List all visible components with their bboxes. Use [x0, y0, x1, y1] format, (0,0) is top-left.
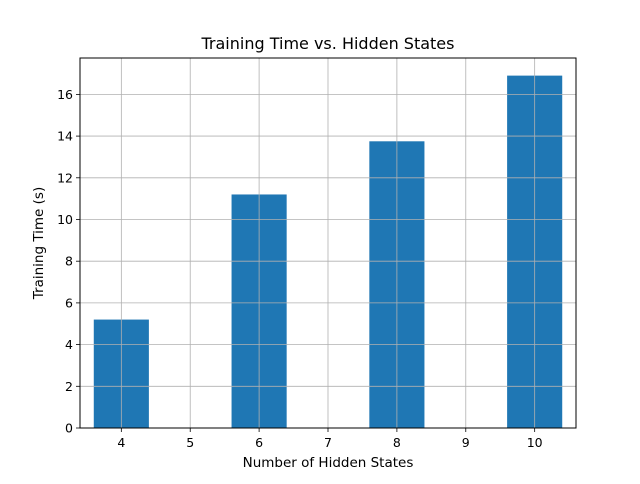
y-tick-label-0: 0: [65, 421, 73, 436]
y-tick-label-2: 2: [65, 379, 73, 394]
x-tick-label-4: 4: [117, 435, 125, 450]
x-tick-label-5: 5: [186, 435, 194, 450]
y-tick-label-12: 12: [57, 170, 73, 185]
x-axis-label: Number of Hidden States: [243, 455, 414, 471]
x-tick-label-9: 9: [462, 435, 470, 450]
ticks: 4 5 6 7 8 9 10 0 2 4 6 8 10 12 14 16: [57, 87, 543, 450]
x-tick-label-6: 6: [255, 435, 263, 450]
chart-title: Training Time vs. Hidden States: [201, 34, 455, 53]
y-tick-label-14: 14: [57, 129, 73, 144]
y-tick-label-6: 6: [65, 295, 73, 310]
x-tick-label-7: 7: [324, 435, 332, 450]
y-tick-label-4: 4: [65, 337, 73, 352]
x-tick-label-10: 10: [527, 435, 543, 450]
y-tick-label-16: 16: [57, 87, 73, 102]
y-axis-label: Training Time (s): [31, 187, 47, 300]
x-tick-label-8: 8: [393, 435, 401, 450]
y-tick-label-8: 8: [65, 254, 73, 269]
y-tick-label-10: 10: [57, 212, 73, 227]
